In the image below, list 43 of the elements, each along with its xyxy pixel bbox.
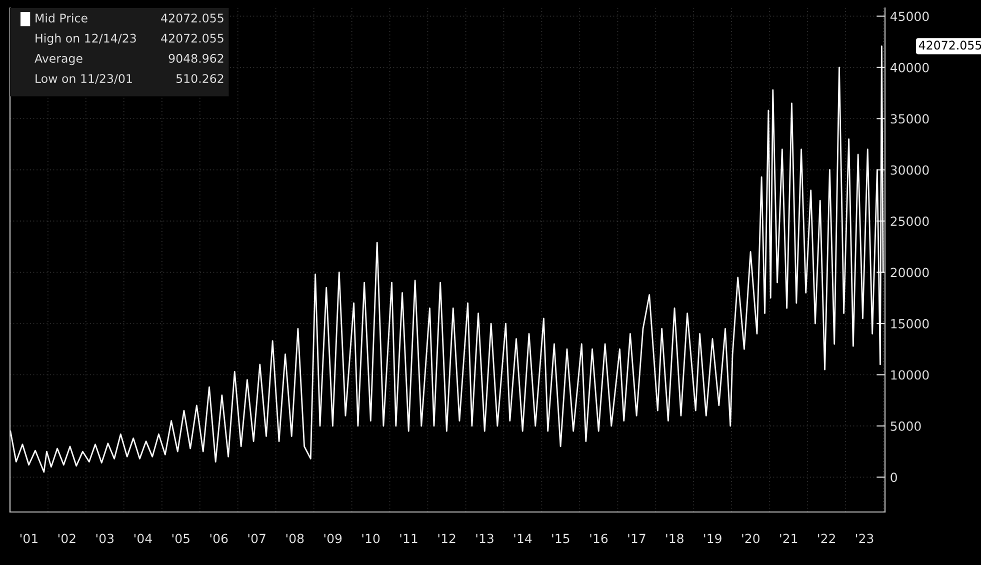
- x-tick-label: '01: [20, 534, 38, 544]
- x-tick-label: '14: [514, 534, 532, 544]
- x-tick-label: '02: [58, 534, 76, 544]
- x-tick-label: '03: [96, 534, 114, 544]
- x-tick-label: '18: [666, 534, 684, 544]
- x-tick-label: '13: [476, 534, 494, 544]
- y-tick-label: 15000: [891, 318, 929, 328]
- line-series: [10, 45, 884, 473]
- x-tick-label: '17: [628, 534, 646, 544]
- x-tick-label: '08: [286, 534, 304, 544]
- x-tick-label: '12: [438, 534, 456, 544]
- x-tick-label: '22: [818, 534, 835, 544]
- annotation: 42072.055: [161, 34, 224, 43]
- y-tick-label: 0: [890, 472, 897, 482]
- y-tick-label: 35000: [890, 114, 929, 124]
- x-tick-label: '15: [552, 534, 570, 544]
- annotation: High on 12/14/23: [36, 34, 136, 45]
- y-tick-label: 45000: [890, 12, 929, 22]
- annotation: 42072.055: [161, 14, 224, 23]
- x-tick-label: '10: [362, 534, 380, 544]
- x-tick-label: '21: [780, 534, 798, 544]
- annotation: 9048.962: [168, 54, 224, 63]
- y-tick-label: 40000: [890, 62, 929, 72]
- y-tick-label: 10000: [891, 370, 929, 380]
- x-tick-label: '06: [210, 534, 228, 544]
- x-tick-label: '05: [172, 534, 190, 544]
- y-tick-label: 25000: [890, 216, 929, 226]
- annotation: Average: [34, 54, 82, 66]
- x-tick-label: '19: [704, 534, 722, 544]
- x-tick-label: '23: [856, 534, 874, 544]
- x-tick-label: '07: [248, 534, 266, 544]
- x-tick-label: '16: [590, 534, 608, 544]
- x-tick-label: '09: [324, 534, 342, 544]
- text: 42072.055: [918, 40, 981, 50]
- annotation: Low on 11/23/01: [36, 74, 132, 84]
- legend-label: Mid Price: [36, 13, 88, 23]
- y-tick-label: 20000: [890, 268, 929, 278]
- annotation: 510.262: [176, 74, 224, 83]
- y-tick-label: 5000: [890, 421, 921, 431]
- x-tick-label: '04: [134, 534, 152, 544]
- y-tick-label: 30000: [890, 165, 929, 175]
- x-tick-label: '11: [400, 534, 418, 544]
- x-tick-label: '20: [742, 534, 760, 544]
